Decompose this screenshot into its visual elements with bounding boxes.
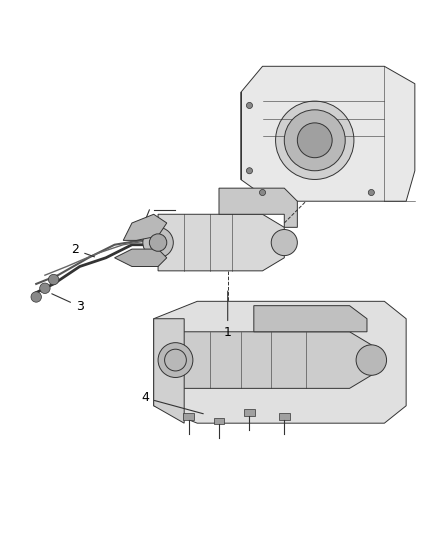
- Polygon shape: [154, 319, 184, 423]
- Circle shape: [247, 168, 253, 174]
- Polygon shape: [123, 214, 167, 240]
- Text: 4: 4: [141, 391, 203, 414]
- Bar: [184, 413, 194, 420]
- Text: 1: 1: [224, 291, 232, 339]
- Text: 3: 3: [52, 294, 84, 313]
- Circle shape: [368, 189, 374, 196]
- Circle shape: [247, 102, 253, 109]
- Circle shape: [259, 189, 265, 196]
- Circle shape: [31, 292, 42, 302]
- Circle shape: [40, 283, 50, 294]
- Circle shape: [143, 228, 173, 258]
- Circle shape: [165, 349, 186, 371]
- Polygon shape: [176, 332, 371, 389]
- Circle shape: [284, 110, 345, 171]
- Bar: [214, 417, 224, 424]
- Polygon shape: [115, 249, 167, 266]
- Circle shape: [158, 343, 193, 377]
- Polygon shape: [154, 301, 406, 423]
- Circle shape: [271, 230, 297, 256]
- Circle shape: [297, 123, 332, 158]
- Circle shape: [48, 274, 59, 285]
- Circle shape: [276, 101, 354, 180]
- Polygon shape: [241, 66, 415, 201]
- Bar: [279, 413, 290, 420]
- Circle shape: [149, 234, 167, 251]
- Polygon shape: [158, 214, 284, 271]
- Text: 2: 2: [71, 244, 95, 257]
- Polygon shape: [254, 305, 367, 332]
- Bar: [244, 409, 254, 416]
- Polygon shape: [219, 188, 297, 228]
- Circle shape: [356, 345, 387, 375]
